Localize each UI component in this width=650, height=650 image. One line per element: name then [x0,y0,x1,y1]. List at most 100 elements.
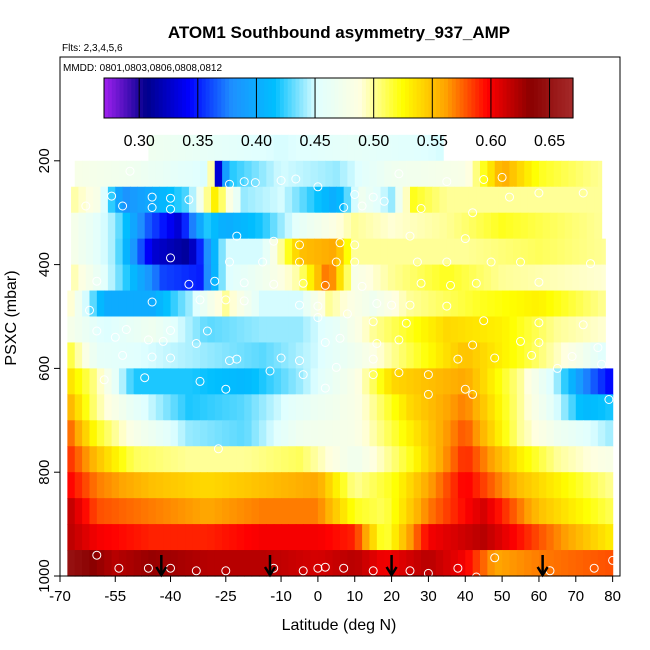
observation-point [195,295,205,305]
colorbar-segment [197,78,203,118]
heatmap-cell [509,160,518,188]
heatmap-cell [472,368,481,395]
heatmap-cell [358,264,367,292]
heatmap-cell [351,264,360,292]
heatmap-cell [122,186,131,214]
heatmap-cell [89,446,98,473]
heatmap-cell [225,186,234,214]
colorbar-segment [174,78,179,118]
heatmap-cell [185,290,194,318]
heatmap-cell [247,264,256,292]
heatmap-cell [152,186,161,214]
heatmap-cell [597,368,606,395]
heatmap-cell [391,550,400,577]
heatmap-cell [229,550,238,577]
heatmap-cell [568,550,577,577]
heatmap-cell [343,238,352,266]
heatmap-cell [207,472,216,499]
observation-point [147,192,157,202]
heatmap-cell [251,316,260,344]
colorbar-segment [318,78,324,118]
observation-point [232,231,242,241]
observation-point [313,563,323,573]
heatmap-cell [494,368,503,395]
colorbar-segment [377,78,383,118]
colorbar-segment [182,78,187,118]
heatmap-cell [196,264,205,292]
heatmap-cell [531,368,540,395]
heatmap-cell [188,212,197,240]
heatmap-cell [74,342,83,369]
heatmap-cell [155,368,164,395]
heatmap-cell [384,498,393,525]
heatmap-cell [214,472,223,499]
heatmap-cell [395,238,404,266]
heatmap-cell [605,498,614,525]
colorbar-segment [244,78,250,118]
heatmap-cell [502,342,511,369]
heatmap-cell [317,290,326,318]
heatmap-cell [321,238,330,266]
heatmap-cell [244,342,253,369]
heatmap-cell [118,524,127,551]
colorbar-segment [389,78,394,118]
heatmap-cell [74,446,83,473]
heatmap-cell [222,134,231,162]
colorbar-segment [146,78,152,118]
heatmap-cell [152,264,161,292]
heatmap-cell [410,186,418,214]
heatmap-cell [130,238,138,266]
heatmap-cell [332,290,341,318]
heatmap-cell [111,472,120,499]
heatmap-cell [343,186,352,214]
heatmap-cell [270,212,278,240]
heatmap-cell [325,342,334,369]
heatmap-cell [74,290,83,318]
heatmap-cell [472,498,481,525]
heatmap-cell [502,420,511,447]
heatmap-cell [321,186,330,214]
heatmap-cell [126,290,135,318]
heatmap-cell [310,316,319,344]
heatmap-cell [277,264,286,292]
heatmap-cell [332,134,341,162]
heatmap-cell [325,498,334,525]
heatmap-cell [487,472,496,499]
colorbar-segment [459,78,465,118]
colorbar-segment [303,78,308,118]
observation-point [593,343,603,353]
observation-point [442,301,452,311]
heatmap-cell [586,212,595,240]
heatmap-cell [494,342,503,369]
heatmap-cell [192,446,201,473]
heatmap-cell [266,160,275,188]
heatmap-cell [472,420,481,447]
heatmap-cell [251,524,260,551]
heatmap-cell [244,394,253,421]
observation-point [372,299,382,308]
heatmap-cell [362,446,371,473]
colorbar-segment [139,78,144,118]
observation-point [320,338,330,347]
colorbar-segment [287,78,293,118]
heatmap-cell [192,498,201,525]
heatmap-cell [122,264,131,292]
heatmap-cell [343,264,352,292]
observation-point [342,309,352,319]
heatmap-cell [295,550,304,577]
heatmap-cell [192,368,201,395]
heatmap-cell [502,472,511,499]
heatmap-cell [177,394,186,421]
colorbar-segment [217,78,222,118]
observation-point [331,362,341,372]
observation-point [490,353,500,363]
heatmap-cell [590,394,599,421]
heatmap-cell [266,524,275,551]
heatmap-cell [362,550,371,577]
heatmap-cell [104,498,113,525]
heatmap-cell [332,446,341,473]
heatmap-cell [207,290,216,318]
heatmap-cell [516,290,525,318]
heatmap-cell [413,498,422,525]
heatmap-cell [192,524,201,551]
